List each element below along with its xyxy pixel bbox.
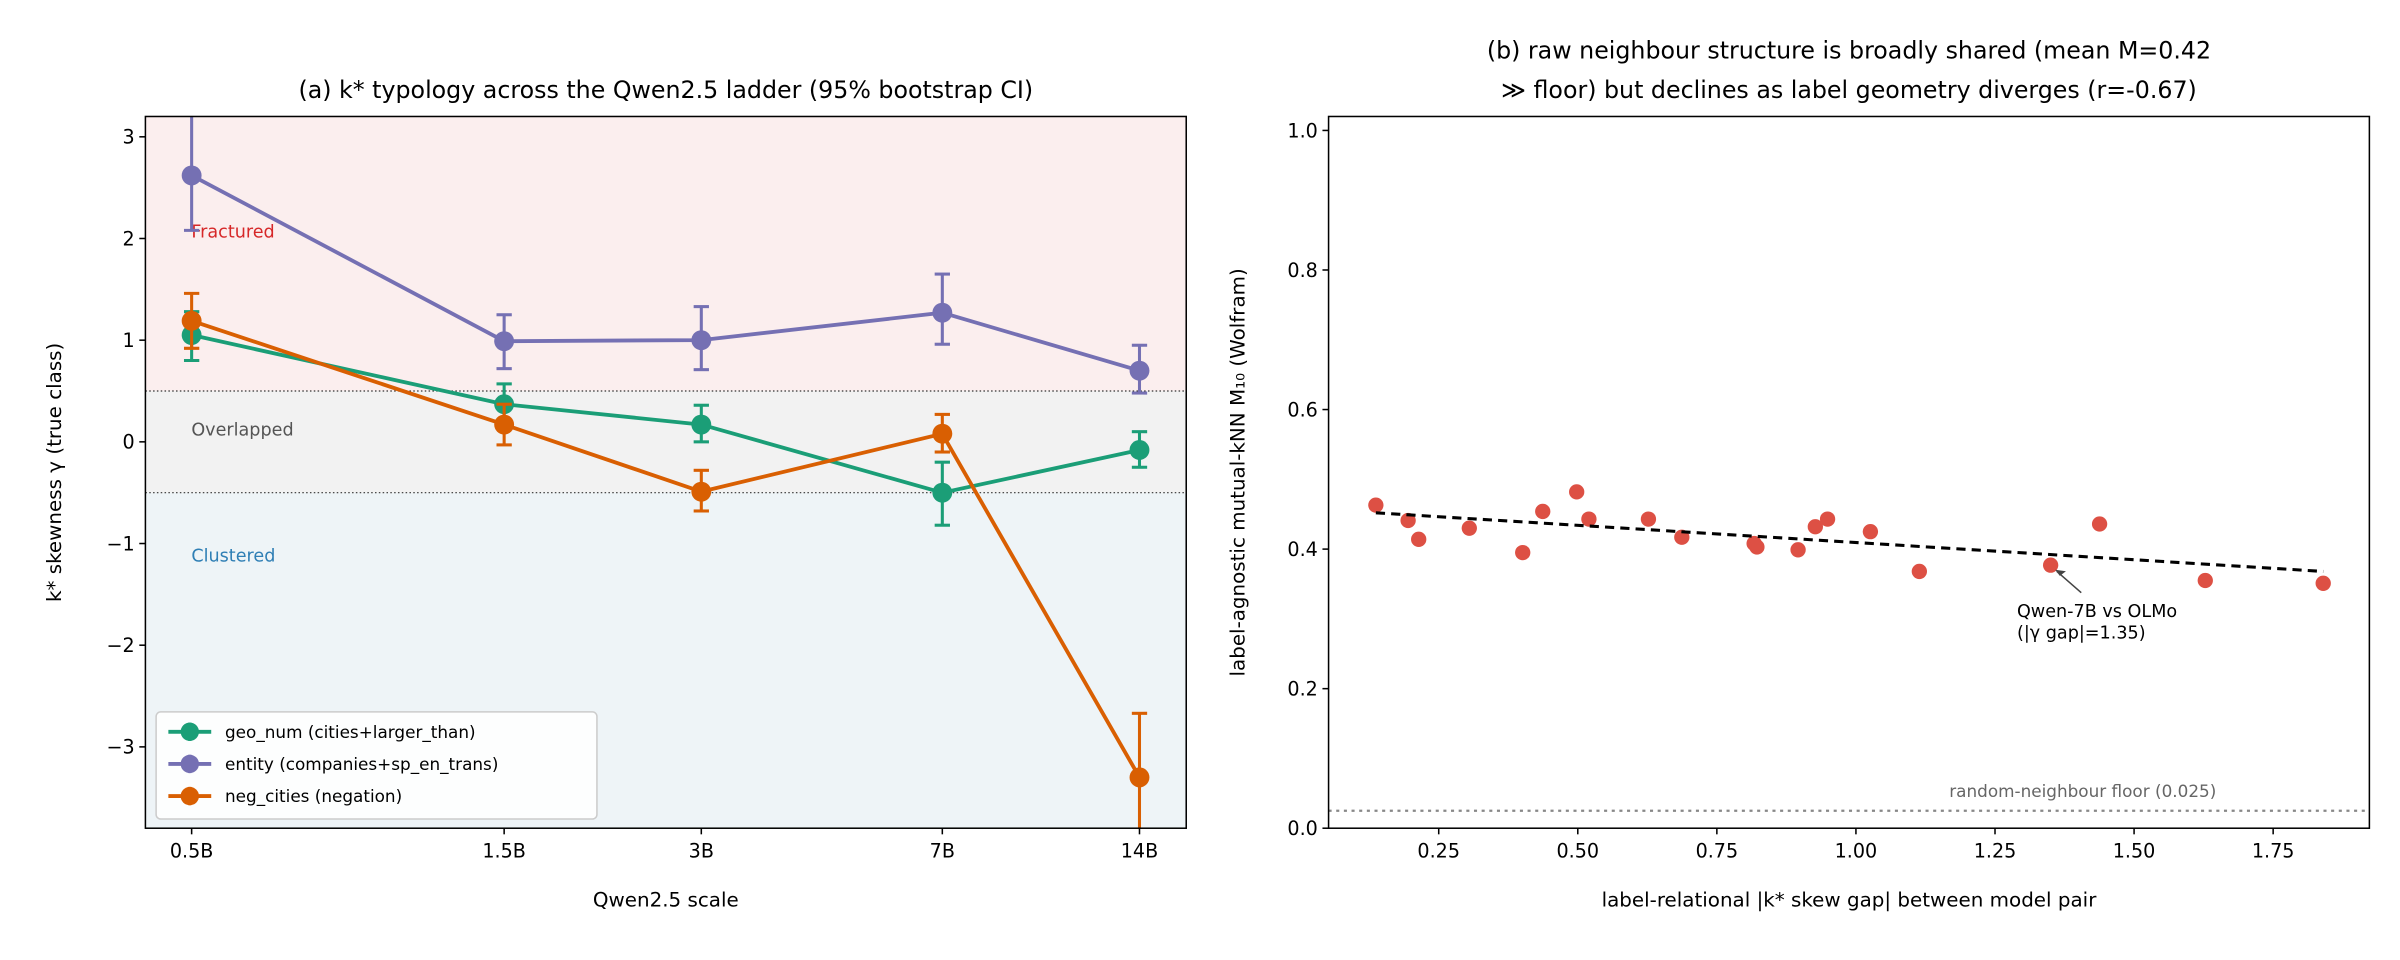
marker [932, 423, 953, 444]
marker [932, 482, 953, 503]
marker [181, 310, 202, 331]
point [1400, 512, 1416, 529]
y-tick-label: 0.6 [1287, 398, 1317, 421]
trend-line [1375, 511, 2324, 573]
marker [1129, 767, 1150, 788]
y-tick-label: 3 [123, 126, 135, 149]
point [1581, 511, 1597, 527]
marker [494, 414, 515, 435]
plot-frame [144, 115, 1187, 829]
marker [1129, 360, 1150, 381]
region-label: Fractured [191, 222, 274, 242]
x-axis-label: Qwen2.5 scale [593, 888, 739, 911]
chart-title: (a) k* typology across the Qwen2.5 ladde… [298, 76, 1033, 104]
x-tick-label: 1.50 [2113, 839, 2156, 862]
y-tick-label: −2 [106, 634, 134, 657]
point [1411, 531, 1427, 547]
x-axis-label: label-relational |k* skew gap| between m… [1602, 888, 2098, 911]
plot-frame [1327, 115, 2371, 829]
legend-label: neg_cities (negation) [225, 786, 402, 807]
legend-marker [180, 754, 199, 774]
series [181, 291, 1150, 829]
point [1640, 511, 1657, 527]
chart-title: ≫ floor) but declines as label geometry … [1501, 76, 2197, 104]
x-tick-label: 0.50 [1556, 839, 1599, 862]
y-tick-label: 0.0 [1287, 817, 1317, 840]
legend-marker [180, 722, 199, 741]
y-tick-label: 0.8 [1287, 259, 1317, 282]
legend-label: geo_num (cities+larger_than) [225, 722, 476, 743]
annotation-text: Qwen-7B vs OLMo [2017, 602, 2177, 622]
x-tick-label: 0.5B [170, 839, 214, 862]
marker [932, 302, 953, 323]
point [1790, 542, 1806, 558]
x-tick-label: 1.00 [1835, 839, 1878, 862]
x-tick-label: 14B [1121, 839, 1158, 862]
x-tick-label: 1.25 [1974, 839, 2017, 862]
y-tick-label: 0.4 [1287, 538, 1317, 561]
point [1911, 563, 1928, 580]
region [145, 391, 1187, 493]
y-tick-label: 2 [123, 227, 135, 250]
x-tick-label: 1.75 [2252, 839, 2295, 862]
point [1569, 484, 1585, 500]
point [1515, 544, 1531, 561]
y-axis-label: label-agnostic mutual-kNN M₁₀ (Wolfram) [1226, 268, 1249, 676]
region [145, 116, 1187, 392]
marker [691, 414, 712, 435]
y-tick-label: −3 [106, 736, 134, 759]
y-tick-label: 1 [123, 329, 135, 352]
marker [691, 330, 712, 351]
x-tick-label: 1.5B [482, 839, 526, 862]
marker [691, 481, 712, 502]
x-tick-label: 7B [930, 839, 955, 862]
legend-label: entity (companies+sp_en_trans) [225, 754, 498, 775]
annotation-text: (|γ gap|=1.35) [2017, 624, 2146, 644]
x-tick-label: 3B [689, 839, 714, 862]
annotation-arrowhead [2055, 569, 2066, 576]
point [1819, 511, 1836, 527]
point [2091, 516, 2108, 532]
marker [181, 165, 202, 186]
legend-box [155, 711, 598, 820]
series [181, 116, 1150, 395]
point [1749, 539, 1765, 555]
point [1807, 519, 1823, 535]
point [2197, 572, 2213, 589]
point [1368, 497, 1384, 513]
point [1862, 524, 1879, 540]
y-tick-label: 1.0 [1287, 119, 1317, 142]
legend-marker [180, 786, 199, 806]
floor-label: random-neighbour floor (0.025) [1949, 781, 2216, 801]
y-tick-label: 0.2 [1287, 678, 1317, 701]
x-tick-label: 0.75 [1696, 839, 1739, 862]
point [1461, 520, 1477, 536]
chart-title: (b) raw neighbour structure is broadly s… [1487, 36, 2211, 64]
point [2315, 575, 2331, 591]
point [2042, 557, 2059, 573]
point [1535, 503, 1551, 520]
y-tick-label: −1 [106, 532, 134, 555]
marker [494, 331, 515, 352]
y-tick-label: 0 [123, 431, 135, 454]
region-label: Clustered [191, 547, 275, 567]
y-axis-label: k* skewness γ (true class) [43, 343, 66, 602]
marker [1129, 440, 1150, 460]
region-label: Overlapped [191, 420, 293, 440]
x-tick-label: 0.25 [1417, 839, 1460, 862]
